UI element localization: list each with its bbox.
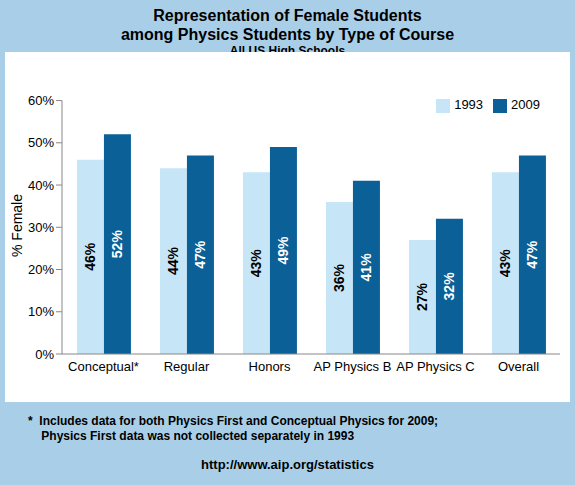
svg-text:41%: 41% — [358, 253, 374, 282]
svg-text:50%: 50% — [28, 135, 54, 150]
svg-text:47%: 47% — [192, 240, 208, 269]
svg-text:36%: 36% — [331, 263, 347, 292]
svg-text:46%: 46% — [82, 242, 98, 271]
svg-text:Conceptual*: Conceptual* — [68, 359, 139, 374]
svg-text:Honors: Honors — [249, 359, 291, 374]
html-text:Physics First data was not col: Physics First data was not collected sep… — [28, 429, 355, 443]
svg-text:AP Physics C: AP Physics C — [396, 359, 475, 374]
svg-text:52%: 52% — [109, 230, 125, 259]
svg-text:47%: 47% — [524, 240, 540, 269]
html-text:* Includes data for both Physi: * Includes data for both Physics First a… — [28, 414, 439, 428]
svg-text:10%: 10% — [28, 304, 54, 319]
svg-text:49%: 49% — [275, 236, 291, 265]
svg-text:32%: 32% — [441, 272, 457, 301]
svg-text:43%: 43% — [248, 249, 264, 278]
html-text:% Female: % Female — [9, 194, 25, 257]
svg-text:AP Physics B: AP Physics B — [314, 359, 392, 374]
html-text:Representation of Female Stude: Representation of Female Students — [153, 7, 422, 24]
svg-text:40%: 40% — [28, 178, 54, 193]
svg-text:27%: 27% — [414, 282, 430, 311]
svg-text:60%: 60% — [28, 93, 54, 108]
svg-text:44%: 44% — [165, 247, 181, 276]
svg-text:Regular: Regular — [164, 359, 210, 374]
html-text:among Physics Students by Type: among Physics Students by Type of Course — [120, 26, 454, 43]
svg-text:30%: 30% — [28, 220, 54, 235]
html-text:All US High Schools: All US High Schools — [229, 44, 346, 58]
html-text:1993: 1993 — [454, 97, 484, 112]
svg-text:Overall: Overall — [498, 359, 539, 374]
html-text:http://www.aip.org/statistics: http://www.aip.org/statistics — [201, 457, 374, 472]
svg-text:0%: 0% — [35, 347, 54, 362]
html-text:2009: 2009 — [511, 97, 540, 112]
svg-text:20%: 20% — [28, 262, 54, 277]
svg-text:43%: 43% — [497, 249, 513, 278]
